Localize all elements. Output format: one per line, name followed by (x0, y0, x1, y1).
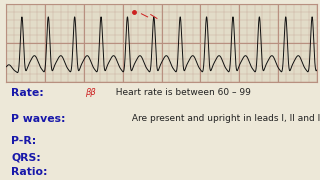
Text: Are present and upright in leads I, II and III: Are present and upright in leads I, II a… (129, 114, 320, 123)
Text: Heart rate is between 60 – 99: Heart rate is between 60 – 99 (110, 88, 251, 97)
Text: Ratio:: Ratio: (11, 167, 48, 177)
Text: Rate:: Rate: (11, 88, 44, 98)
Text: P-R:: P-R: (11, 136, 36, 146)
Text: ββ: ββ (85, 88, 96, 97)
Text: QRS:: QRS: (11, 152, 41, 162)
Text: P waves:: P waves: (11, 114, 66, 124)
